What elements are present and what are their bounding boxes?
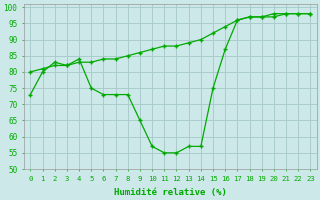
X-axis label: Humidité relative (%): Humidité relative (%)	[114, 188, 227, 197]
